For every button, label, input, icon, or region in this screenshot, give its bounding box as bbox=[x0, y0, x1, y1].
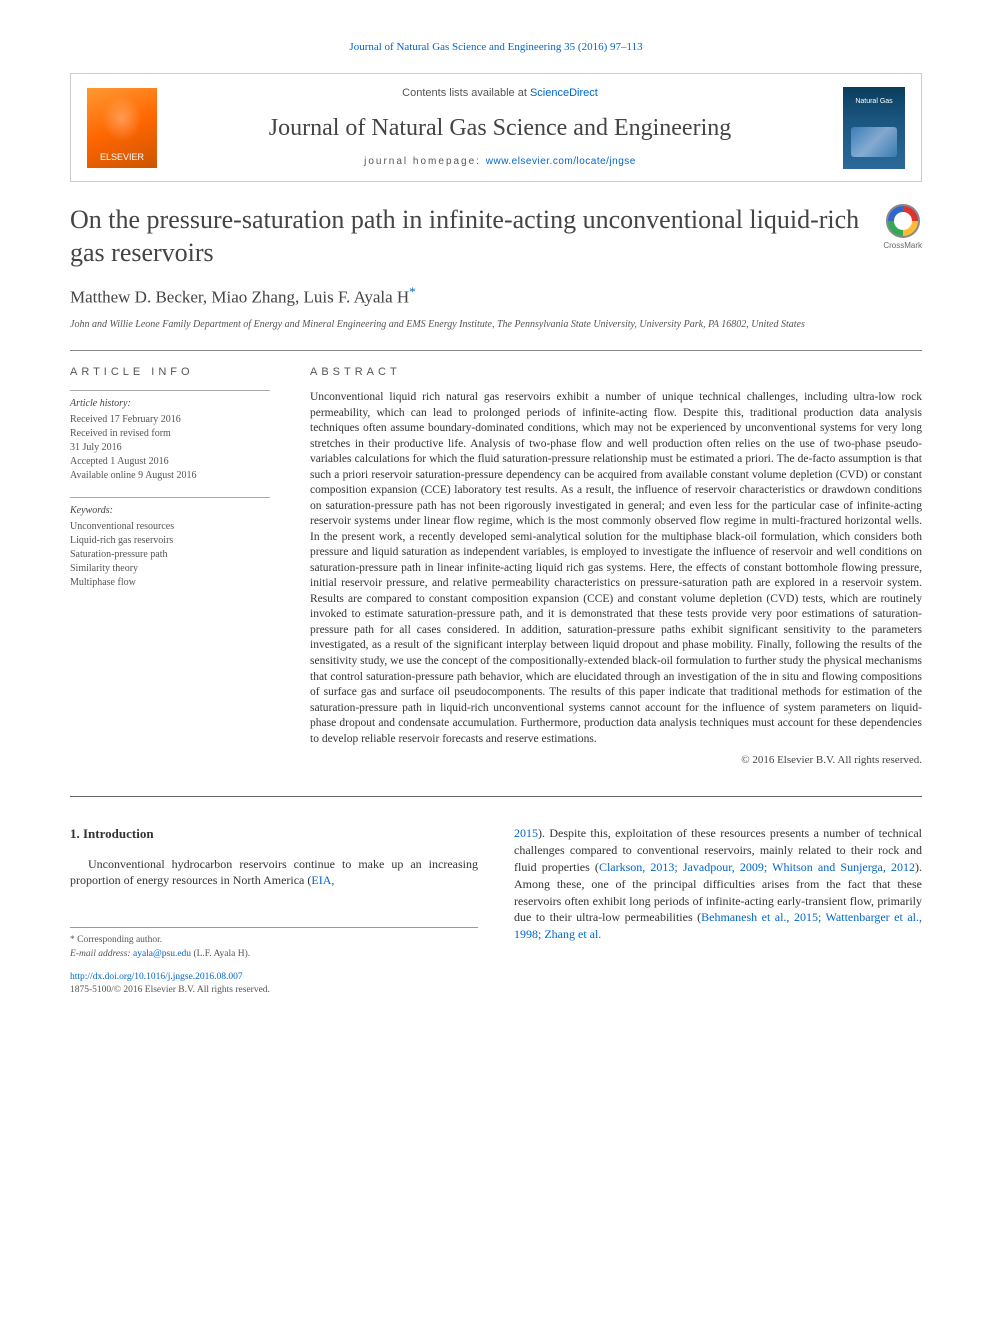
rule-bottom bbox=[70, 796, 922, 797]
authors-line: Matthew D. Becker, Miao Zhang, Luis F. A… bbox=[70, 283, 922, 309]
article-info-heading: ARTICLE INFO bbox=[70, 365, 270, 380]
keyword: Unconventional resources bbox=[70, 520, 270, 534]
homepage-line: journal homepage: www.elsevier.com/locat… bbox=[173, 155, 827, 169]
abstract-text: Unconventional liquid rich natural gas r… bbox=[310, 390, 922, 747]
citation-header: Journal of Natural Gas Science and Engin… bbox=[70, 40, 922, 55]
title-block: On the pressure-saturation path in infin… bbox=[70, 204, 922, 269]
intro-text-1: Unconventional hydrocarbon reservoirs co… bbox=[70, 857, 478, 888]
affiliation: John and Willie Leone Family Department … bbox=[70, 318, 922, 332]
email-line: E-mail address: ayala@psu.edu (L.F. Ayal… bbox=[70, 948, 478, 961]
corresponding-mark: * bbox=[409, 284, 416, 299]
citation-link[interactable]: Clarkson, 2013; Javadpour, 2009; Whitson… bbox=[599, 860, 915, 874]
crossmark-label: CrossMark bbox=[883, 241, 922, 250]
journal-name: Journal of Natural Gas Science and Engin… bbox=[173, 112, 827, 146]
homepage-link[interactable]: www.elsevier.com/locate/jngse bbox=[486, 156, 636, 167]
keywords-label: Keywords: bbox=[70, 504, 270, 518]
citation-link[interactable]: EIA, bbox=[311, 873, 334, 887]
footnote-block: * Corresponding author. E-mail address: … bbox=[70, 927, 478, 961]
journal-cover-text: Natural Gas bbox=[855, 97, 892, 107]
keyword: Liquid-rich gas reservoirs bbox=[70, 534, 270, 548]
info-rule-1 bbox=[70, 390, 270, 391]
intro-para-2: 2015). Despite this, exploitation of the… bbox=[514, 825, 922, 943]
publisher-logo-text: ELSEVIER bbox=[100, 151, 144, 164]
sciencedirect-link[interactable]: ScienceDirect bbox=[530, 87, 598, 99]
citation-text[interactable]: Journal of Natural Gas Science and Engin… bbox=[349, 41, 642, 53]
abstract-copyright: © 2016 Elsevier B.V. All rights reserved… bbox=[310, 753, 922, 768]
journal-cover-thumbnail[interactable]: Natural Gas bbox=[843, 87, 905, 169]
history-line: Received in revised form bbox=[70, 427, 270, 441]
column-left: 1. Introduction Unconventional hydrocarb… bbox=[70, 825, 478, 997]
info-rule-2 bbox=[70, 497, 270, 498]
history-line: 31 July 2016 bbox=[70, 441, 270, 455]
crossmark-icon bbox=[886, 204, 920, 238]
rule-top bbox=[70, 350, 922, 351]
article-title: On the pressure-saturation path in infin… bbox=[70, 204, 863, 269]
column-right: 2015). Despite this, exploitation of the… bbox=[514, 825, 922, 997]
doi-link[interactable]: http://dx.doi.org/10.1016/j.jngse.2016.0… bbox=[70, 972, 243, 982]
keyword: Multiphase flow bbox=[70, 576, 270, 590]
homepage-label: journal homepage: bbox=[364, 156, 486, 167]
doi-block: http://dx.doi.org/10.1016/j.jngse.2016.0… bbox=[70, 971, 478, 998]
abstract-column: ABSTRACT Unconventional liquid rich natu… bbox=[310, 365, 922, 769]
elsevier-logo[interactable]: ELSEVIER bbox=[87, 88, 157, 168]
corresponding-note: * Corresponding author. bbox=[70, 934, 478, 947]
intro-para-1: Unconventional hydrocarbon reservoirs co… bbox=[70, 856, 478, 890]
history-line: Accepted 1 August 2016 bbox=[70, 455, 270, 469]
citation-link[interactable]: 2015 bbox=[514, 826, 538, 840]
journal-cover-block: Natural Gas bbox=[843, 87, 905, 169]
crossmark-badge[interactable]: CrossMark bbox=[883, 204, 922, 251]
contents-line: Contents lists available at ScienceDirec… bbox=[173, 86, 827, 101]
email-link[interactable]: ayala@psu.edu bbox=[133, 949, 191, 959]
history-block: Article history: Received 17 February 20… bbox=[70, 397, 270, 483]
keywords-block: Keywords: Unconventional resources Liqui… bbox=[70, 504, 270, 590]
keyword: Similarity theory bbox=[70, 562, 270, 576]
email-label: E-mail address: bbox=[70, 949, 133, 959]
history-line: Available online 9 August 2016 bbox=[70, 469, 270, 483]
authors: Matthew D. Becker, Miao Zhang, Luis F. A… bbox=[70, 288, 409, 307]
email-suffix: (L.F. Ayala H). bbox=[191, 949, 250, 959]
intro-heading: 1. Introduction bbox=[70, 825, 478, 843]
journal-banner: ELSEVIER Contents lists available at Sci… bbox=[70, 73, 922, 182]
article-info-column: ARTICLE INFO Article history: Received 1… bbox=[70, 365, 270, 769]
keyword: Saturation-pressure path bbox=[70, 548, 270, 562]
body-columns: 1. Introduction Unconventional hydrocarb… bbox=[70, 825, 922, 997]
banner-center: Contents lists available at ScienceDirec… bbox=[173, 86, 827, 169]
history-line: Received 17 February 2016 bbox=[70, 413, 270, 427]
history-label: Article history: bbox=[70, 397, 270, 411]
abstract-heading: ABSTRACT bbox=[310, 365, 922, 380]
publisher-logo-block: ELSEVIER bbox=[87, 88, 157, 168]
issn-line: 1875-5100/© 2016 Elsevier B.V. All right… bbox=[70, 984, 478, 997]
info-abstract-row: ARTICLE INFO Article history: Received 1… bbox=[70, 365, 922, 769]
contents-prefix: Contents lists available at bbox=[402, 87, 530, 99]
